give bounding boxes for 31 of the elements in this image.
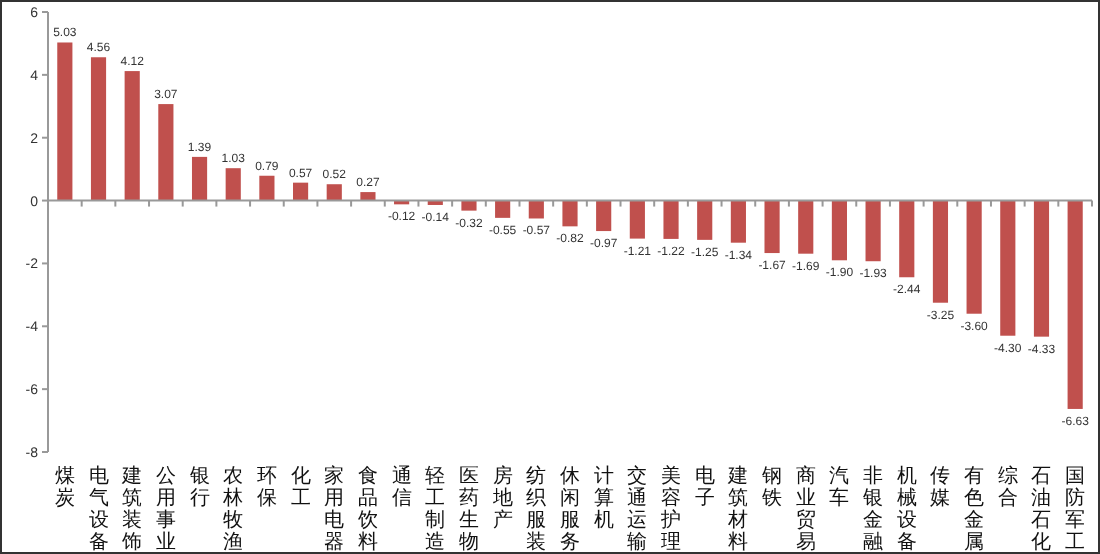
x-tick-label: 医药生物 [458,466,479,554]
x-tick-label: 轻工制造 [425,464,446,554]
x-tick-label: 农林牧渔 [221,466,244,554]
x-tick-label: 非银金融 [861,464,884,554]
x-tick-label: 建筑材料 [726,464,749,554]
x-tick-label: 综合 [997,464,1018,510]
x-tick-label: 煤炭 [54,464,75,510]
x-tick-label: 纺织服装 [526,464,547,554]
x-tick-label: 通信 [391,464,412,510]
x-tick-label: 银行 [187,466,210,510]
x-tick-label: 休闲服务 [560,466,580,554]
x-tick-label: 有色金属 [964,464,985,554]
x-tick-label: 机械设备 [896,464,917,554]
x-tick-label: 汽车 [829,464,850,510]
x-tick-label: 电子 [694,464,715,510]
x-tick-label: 食品饮料 [355,464,378,554]
x-tick-label: 房地产 [490,464,513,532]
x-tick-label: 石油石化 [1031,466,1052,554]
x-tick-label: 家用电器 [324,464,345,554]
x-tick-label: 交通运输 [627,464,648,554]
x-tick-label: 商业贸易 [795,464,816,554]
x-tick-label: 美容护理 [659,464,682,554]
x-tick-label: 计算机 [593,464,614,532]
x-tick-label: 建筑装饰 [120,464,143,554]
x-tick-label: 化工 [290,464,311,510]
x-tick-label: 国防军工 [1065,466,1086,554]
x-tick-label: 公用事业 [155,464,176,554]
x-tick-label: 电气设备 [88,464,109,554]
x-tick-label: 传媒 [930,466,951,510]
x-tick-label: 钢铁 [760,466,783,510]
x-tick-label: 环保 [256,466,277,510]
